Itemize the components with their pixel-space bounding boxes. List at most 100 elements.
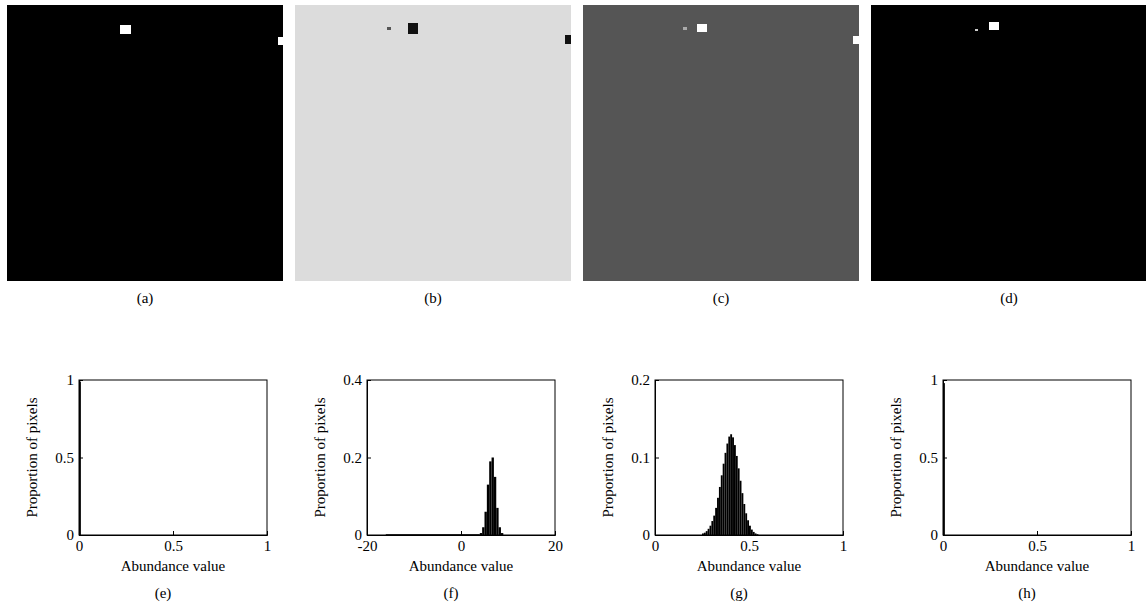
x-axis: -20020 (358, 531, 564, 554)
tick-label: 0.2 (343, 450, 362, 466)
histogram-bar (730, 434, 732, 535)
map-feature (120, 25, 131, 34)
tick-label: 1 (264, 538, 272, 554)
tick: 0.5 (55, 450, 83, 466)
tick-mark (749, 531, 750, 535)
histogram-bar (736, 456, 738, 535)
histogram-bar (721, 475, 723, 535)
y-axis: 0 0.1 0.2 (631, 372, 659, 543)
y-axis-title: Proportion of pixels (888, 397, 904, 517)
tick: 0.1 (631, 450, 659, 466)
abundance-map (871, 5, 1146, 281)
histogram-panel: -2002000.20.4Abundance valueProportion o… (312, 372, 563, 602)
map-feature (975, 29, 978, 31)
histogram-bar (713, 516, 715, 535)
histogram-bar (723, 464, 725, 535)
tick: 20 (548, 531, 563, 554)
tick-label: 0 (643, 527, 651, 543)
histogram-bar (499, 527, 501, 535)
tick-mark (943, 458, 947, 459)
histogram-bar (734, 445, 736, 535)
tick-mark (843, 531, 844, 535)
panel-label: (e) (155, 585, 172, 602)
tick: 0 (931, 527, 948, 543)
plot-frame (79, 380, 267, 535)
tick: 0.5 (1028, 531, 1047, 554)
histogram-panel: 00.510 0.1 0.2 Abundance value Proportion of… (600, 372, 847, 602)
tick-label: 0.5 (919, 450, 938, 466)
axis-line (656, 381, 660, 536)
map-feature (683, 27, 687, 30)
tick-label: 0.5 (55, 450, 74, 466)
abundance-map (7, 5, 283, 281)
tick-label: 0.5 (740, 538, 759, 554)
tick-mark (655, 535, 659, 536)
tick: 1 (840, 531, 848, 554)
tick-label: 1 (840, 538, 848, 554)
y-axis: 00.20.4 (343, 372, 371, 543)
histogram-bar (728, 437, 730, 535)
x-axis-title: Abundance value (697, 558, 802, 574)
histogram-bar (717, 498, 719, 535)
tick-label: 1 (931, 372, 939, 388)
histogram-bar (710, 526, 712, 535)
y-axis-title: Proportion of pixels (600, 397, 616, 517)
histogram-bar (482, 527, 484, 535)
histogram-bar (743, 504, 745, 535)
x-axis: 00.51 (76, 531, 272, 554)
tick-label: 1 (67, 372, 75, 388)
histogram-bar (711, 521, 713, 535)
map-feature (853, 36, 859, 44)
tick-label: 0 (67, 527, 75, 543)
tick-mark (367, 535, 371, 536)
y-axis: 00.51 (919, 372, 947, 543)
histogram-panel: 00.5100.51Abundance valueProportion of p… (24, 372, 271, 602)
x-axis-title: Abundance value (121, 558, 226, 574)
x-axis: 00.51 (652, 531, 848, 554)
tick-label: 0.2 (631, 372, 650, 388)
tick-mark (555, 531, 556, 535)
tick-label: 0 (931, 527, 939, 543)
tick: 0 (643, 527, 660, 543)
tick-label: 0.5 (1028, 538, 1047, 554)
map-feature (697, 24, 707, 32)
bars (386, 458, 504, 536)
axis-line (368, 381, 372, 536)
y-axis-title: Proportion of pixels (312, 397, 328, 517)
map-feature (565, 35, 571, 44)
histogram-bar (715, 508, 717, 535)
tick: 0.5 (164, 531, 183, 554)
tick: 0 (458, 531, 466, 554)
tick-mark (655, 380, 659, 381)
tick-mark (655, 458, 659, 459)
panel-label: (h) (1018, 585, 1036, 602)
histogram-bar (487, 485, 489, 535)
tick-label: 0 (940, 538, 948, 554)
tick: 1 (264, 531, 272, 554)
tick-mark (943, 535, 947, 536)
image-panel: (c) (583, 5, 859, 307)
tick-mark (367, 458, 371, 459)
histogram-bar (726, 444, 728, 535)
tick: 0 (355, 527, 372, 543)
tick-mark (173, 531, 174, 535)
tick: 0.2 (343, 450, 371, 466)
histogram-bar (751, 530, 753, 535)
plot-frame (367, 380, 555, 535)
tick-mark (79, 380, 83, 381)
abundance-map (583, 5, 859, 281)
tick-label: 1 (1128, 538, 1136, 554)
histogram-bar (708, 529, 710, 535)
plot-frame (655, 380, 843, 535)
axis-line (944, 531, 1132, 536)
histogram-bar (741, 493, 743, 535)
axis-line (656, 531, 844, 536)
panel-label: (a) (137, 290, 154, 307)
histogram-bar (732, 437, 734, 535)
tick-label: 20 (548, 538, 563, 554)
tick-label: 0.1 (631, 450, 650, 466)
histogram-bar (749, 526, 751, 535)
histogram-bar (747, 520, 749, 535)
axis-line (80, 531, 268, 536)
histogram-bar (740, 481, 742, 535)
